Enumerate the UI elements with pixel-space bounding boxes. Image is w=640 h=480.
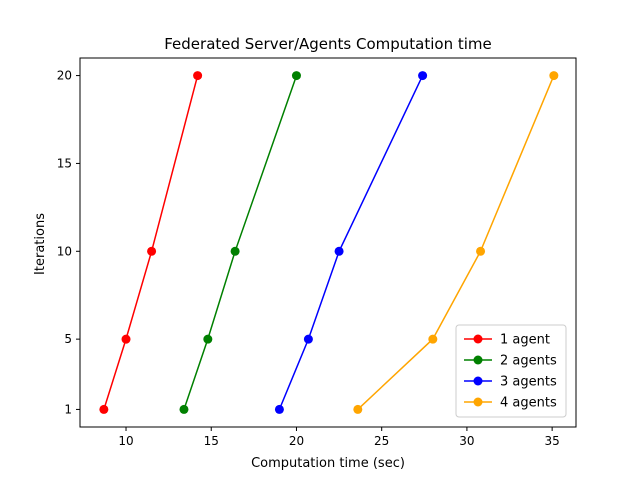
legend-marker-3 (473, 376, 483, 386)
data-point-s2-4 (291, 71, 301, 81)
data-point-s2-3 (230, 246, 240, 256)
plot-marks (99, 71, 559, 414)
y-tick-label: 15 (57, 156, 72, 170)
y-axis-label: Iterations (33, 213, 48, 275)
data-point-s4-3 (476, 246, 486, 256)
data-point-s4-1 (353, 404, 363, 414)
x-tick-label: 10 (118, 434, 133, 448)
data-point-s3-1 (274, 404, 284, 414)
x-tick-label: 30 (459, 434, 474, 448)
x-axis-label: Computation time (sec) (251, 456, 405, 471)
legend-label-2: 2 agents (500, 354, 557, 369)
legend: 1 agent 2 agents 3 agents 4 agents (455, 324, 567, 418)
series-line-2 (183, 75, 298, 410)
legend-marker-2 (473, 355, 483, 365)
data-point-s4-2 (428, 334, 438, 344)
legend-box (455, 324, 567, 418)
legend-marker-4 (473, 397, 483, 407)
y-tick-label: 10 (57, 244, 72, 258)
y-tick-label: 1 (64, 402, 72, 416)
legend-label-1: 1 agent (500, 333, 550, 348)
x-tick-label: 15 (204, 434, 219, 448)
x-tick-label: 35 (544, 434, 559, 448)
legend-label-4: 4 agents (500, 396, 557, 411)
data-point-s4-4 (549, 71, 559, 81)
y-tick-label: 5 (64, 332, 72, 346)
legend-marker-1 (473, 334, 483, 344)
chart-title: Federated Server/Agents Computation time (164, 35, 492, 53)
data-point-s1-1 (99, 404, 109, 414)
plot-frame (79, 57, 577, 428)
legend-label-3: 3 agents (500, 375, 557, 390)
x-tick-label: 20 (289, 434, 304, 448)
data-point-s3-4 (418, 71, 428, 81)
data-point-s2-2 (203, 334, 213, 344)
series-line-1 (103, 75, 199, 410)
series-line-4 (357, 75, 555, 410)
y-tick-label: 20 (57, 69, 72, 83)
data-point-s3-2 (303, 334, 313, 344)
x-tick-label: 25 (374, 434, 389, 448)
data-point-s1-4 (193, 71, 203, 81)
data-point-s2-1 (179, 404, 189, 414)
data-point-s3-3 (334, 246, 344, 256)
series-line-3 (278, 75, 424, 410)
data-point-s1-2 (121, 334, 131, 344)
data-point-s1-3 (147, 246, 157, 256)
